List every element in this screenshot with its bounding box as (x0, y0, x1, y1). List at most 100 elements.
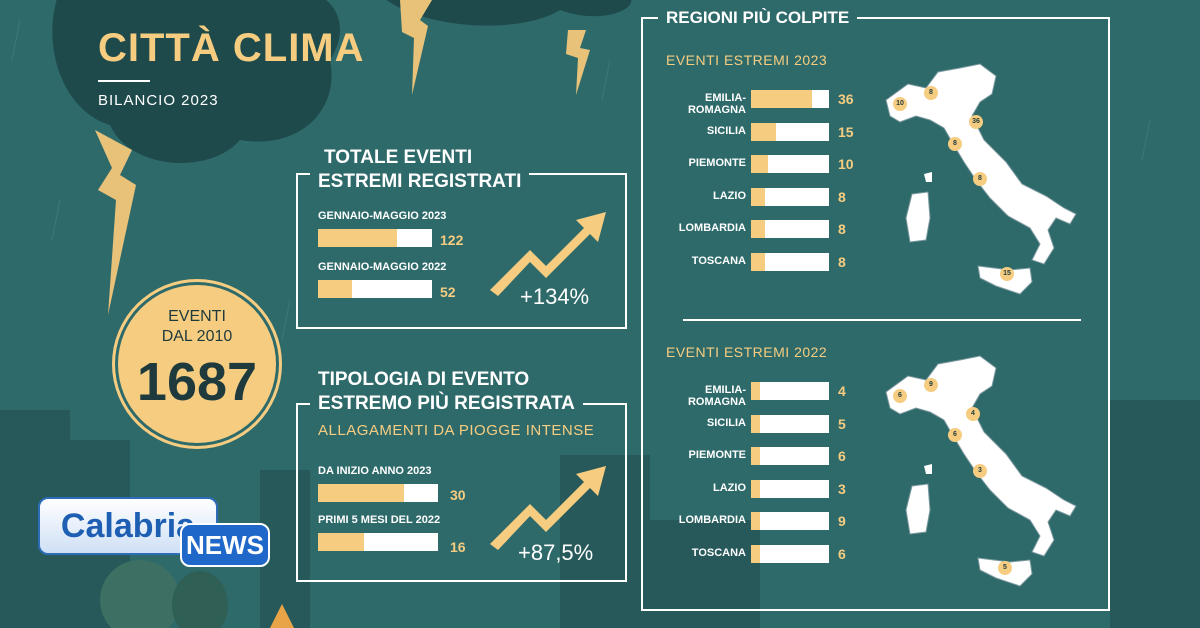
region-bar-fill (751, 512, 761, 530)
badge-label-line2: DAL 2010 (161, 328, 233, 345)
map-label: 4 (966, 407, 980, 421)
region-bar-fill (751, 382, 761, 400)
totale-title-line1: TOTALE EVENTI (324, 147, 473, 168)
logo-text-news: NEWS (180, 523, 270, 567)
totale-bar-fill (318, 280, 352, 298)
map-label: 3 (973, 464, 987, 478)
cloud-shape (52, 0, 340, 163)
total-since-2010-badge: EVENTI DAL 2010 1687 (118, 285, 276, 443)
region-label: TOSCANA (691, 546, 746, 559)
regioni-2023-title: EVENTI ESTREMI 2023 (666, 52, 828, 68)
totale-value: 52 (440, 284, 456, 300)
totale-title-line2: ESTREMI REGISTRATI (318, 171, 522, 192)
tipologia-bar-fill (318, 484, 404, 502)
region-bar (751, 544, 829, 563)
region-value: 10 (838, 156, 854, 172)
tipologia-subtitle: ALLAGAMENTI DA PIOGGE INTENSE (318, 422, 595, 439)
totale-row-label: GENNAIO-MAGGIO 2023 (318, 210, 447, 222)
region-row: PIEMONTE 10 (656, 155, 876, 173)
region-value: 3 (838, 480, 846, 497)
region-label: LAZIO (713, 481, 746, 494)
region-bar (751, 90, 829, 108)
region-bar-fill (751, 447, 761, 465)
region-row: SICILIA 5 (656, 414, 876, 433)
totale-bar (318, 280, 432, 298)
region-row: LAZIO 3 (656, 479, 876, 498)
regioni-title: REGIONI PIÙ COLPITE (658, 6, 858, 30)
tipologia-bar (318, 533, 438, 551)
tipologia-row-label: DA INIZIO ANNO 2023 (318, 465, 432, 477)
region-row: LOMBARDIA 9 (656, 512, 876, 530)
region-bar-fill (751, 479, 761, 498)
region-value: 4 (838, 383, 846, 399)
tipologia-title-line2: ESTREMO PIÙ REGISTRATA (318, 393, 575, 414)
region-value: 36 (838, 91, 854, 107)
title-underline (98, 80, 150, 82)
region-row: TOSCANA 8 (656, 252, 876, 271)
map-label: 8 (973, 172, 987, 186)
region-bar-fill (751, 90, 813, 108)
region-value: 15 (838, 123, 854, 140)
region-bar-fill (751, 544, 761, 563)
region-row: LOMBARDIA 8 (656, 220, 876, 238)
region-value: 8 (838, 188, 846, 205)
region-bar (751, 155, 829, 173)
tipologia-rows: DA INIZIO ANNO 2023 30 PRIMI 5 MESI DEL … (318, 465, 478, 555)
region-bar-fill (751, 252, 765, 271)
trend-up-arrow-icon (490, 466, 606, 550)
tipologia-title-line1: TIPOLOGIA DI EVENTO (318, 369, 530, 390)
regioni-divider (683, 319, 1081, 321)
region-bar-fill (751, 187, 765, 206)
region-label: SICILIA (706, 416, 746, 429)
region-value: 8 (838, 253, 846, 270)
region-bar (751, 382, 829, 400)
region-label: LOMBARDIA (678, 222, 746, 234)
regioni-2022-title: EVENTI ESTREMI 2022 (666, 344, 828, 360)
region-bar-fill (751, 414, 761, 433)
region-bar (751, 122, 829, 141)
tipologia-value: 16 (450, 539, 466, 555)
region-bar (751, 252, 829, 271)
region-value: 6 (838, 448, 846, 464)
totale-rows: GENNAIO-MAGGIO 2023 122 GENNAIO-MAGGIO 2… (318, 210, 478, 300)
tipologia-change: +87,5% (518, 540, 594, 565)
totale-bar (318, 229, 432, 247)
totale-change: +134% (520, 284, 590, 309)
region-bar (751, 220, 829, 238)
totale-value: 122 (440, 232, 464, 248)
map-label: 8 (924, 86, 938, 100)
region-row: PIEMONTE 6 (656, 447, 876, 465)
region-bar-fill (751, 220, 765, 238)
region-row: SICILIA 15 (656, 122, 876, 141)
map-label: 8 (948, 137, 962, 151)
page-title: CITTÀ CLIMA (98, 26, 365, 70)
region-label: LOMBARDIA (678, 514, 746, 526)
tipologia-row-label: PRIMI 5 MESI DEL 2022 (318, 514, 441, 526)
totale-bar-fill (318, 229, 398, 247)
totale-row-label: GENNAIO-MAGGIO 2022 (318, 261, 447, 273)
region-row: EMILIA-ROMAGNA 36 (656, 90, 876, 116)
region-label: SICILIA (706, 124, 746, 137)
region-value: 8 (838, 221, 846, 237)
region-label: PIEMONTE (688, 157, 746, 169)
map-label: 36 (969, 115, 983, 129)
tipologia-value: 30 (450, 487, 466, 503)
region-bar-fill (751, 155, 768, 173)
map-label: 10 (893, 97, 907, 111)
map-label: 6 (948, 428, 962, 442)
region-label: TOSCANA (691, 254, 746, 267)
region-bar (751, 447, 829, 465)
tipologia-bar (318, 484, 438, 502)
region-bar (751, 187, 829, 206)
region-label: PIEMONTE (688, 449, 746, 461)
page-subtitle: BILANCIO 2023 (98, 92, 219, 109)
region-row: TOSCANA 6 (656, 544, 876, 563)
regioni-panel (641, 17, 1110, 611)
region-label: EMILIA-ROMAGNA (687, 384, 746, 408)
region-row: EMILIA-ROMAGNA 4 (656, 382, 876, 408)
region-label: EMILIA-ROMAGNA (687, 92, 746, 116)
trend-up-arrow-icon (490, 212, 606, 296)
badge-label-line1: EVENTI (168, 308, 226, 325)
region-bar-fill (751, 122, 777, 141)
map-label: 15 (1000, 267, 1014, 281)
